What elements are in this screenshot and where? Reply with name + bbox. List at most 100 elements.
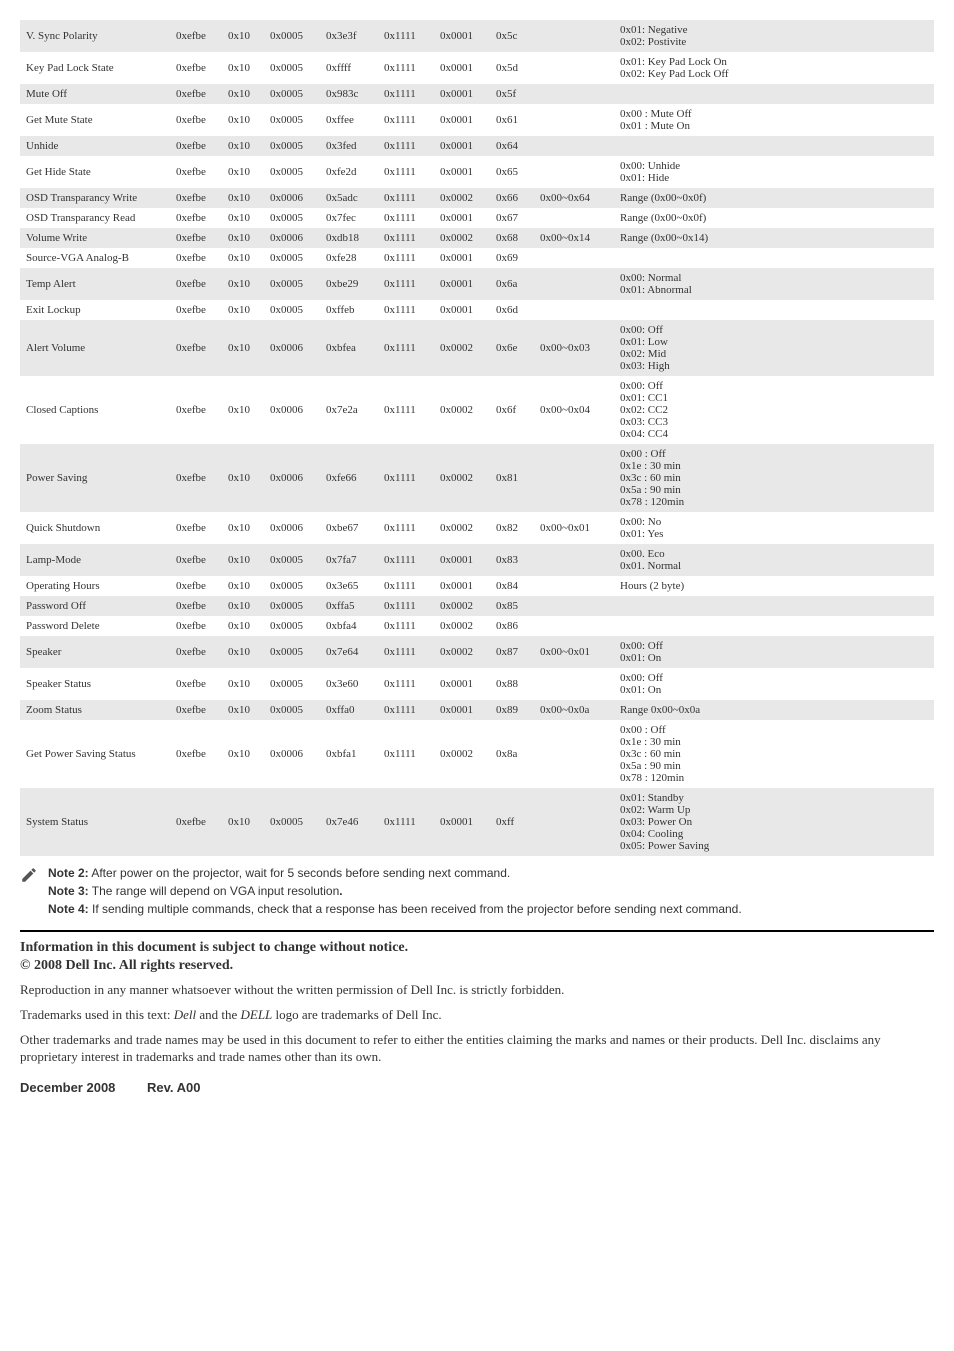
table-cell: Get Mute State (20, 104, 170, 136)
table-cell: 0x0001 (434, 700, 490, 720)
table-cell: 0x00 : Off0x1e : 30 min0x3c : 60 min0x5a… (614, 720, 934, 788)
table-cell: 0x1111 (378, 700, 434, 720)
table-cell: 0x1111 (378, 136, 434, 156)
table-row: Alert Volume0xefbe0x100x00060xbfea0x1111… (20, 320, 934, 376)
table-cell (534, 668, 614, 700)
table-cell: 0x89 (490, 700, 534, 720)
table-cell (534, 596, 614, 616)
table-cell: 0x10 (222, 136, 264, 156)
table-cell: 0xefbe (170, 596, 222, 616)
table-cell: 0x5adc (320, 188, 378, 208)
table-cell: 0x0006 (264, 376, 320, 444)
copyright-line: © 2008 Dell Inc. All rights reserved. (20, 958, 934, 974)
table-cell: V. Sync Polarity (20, 20, 170, 52)
table-cell: Quick Shutdown (20, 512, 170, 544)
table-row: Mute Off0xefbe0x100x00050x983c0x11110x00… (20, 84, 934, 104)
table-cell: 0x0005 (264, 268, 320, 300)
table-cell: 0xbfea (320, 320, 378, 376)
table-cell: 0xff (490, 788, 534, 856)
table-cell: 0x1111 (378, 208, 434, 228)
table-cell: 0x00~0x14 (534, 228, 614, 248)
table-cell: 0x1111 (378, 444, 434, 512)
table-cell: 0x81 (490, 444, 534, 512)
footer: December 2008 Rev. A00 (20, 1080, 934, 1095)
table-cell: 0xefbe (170, 544, 222, 576)
table-cell: 0x0001 (434, 248, 490, 268)
table-cell: 0x0005 (264, 544, 320, 576)
table-cell: Get Hide State (20, 156, 170, 188)
table-cell: 0x1111 (378, 636, 434, 668)
table-cell: 0xffff (320, 52, 378, 84)
table-cell: Get Power Saving Status (20, 720, 170, 788)
table-row: OSD Transparancy Read0xefbe0x100x00050x7… (20, 208, 934, 228)
table-cell: 0x88 (490, 668, 534, 700)
table-cell: 0x00~0x04 (534, 376, 614, 444)
table-row: V. Sync Polarity0xefbe0x100x00050x3e3f0x… (20, 20, 934, 52)
table-cell: 0x10 (222, 20, 264, 52)
table-cell: 0xbe29 (320, 268, 378, 300)
other-trademarks-text: Other trademarks and trade names may be … (20, 1032, 934, 1066)
table-cell (534, 300, 614, 320)
table-cell: 0xefbe (170, 228, 222, 248)
table-cell: 0xefbe (170, 300, 222, 320)
table-cell (614, 616, 934, 636)
table-cell: 0x87 (490, 636, 534, 668)
table-cell: 0x0001 (434, 544, 490, 576)
table-row: Speaker Status0xefbe0x100x00050x3e600x11… (20, 668, 934, 700)
table-cell: 0x0005 (264, 136, 320, 156)
table-cell: 0x10 (222, 208, 264, 228)
pencil-icon (20, 866, 38, 884)
table-cell (534, 248, 614, 268)
table-cell: 0x983c (320, 84, 378, 104)
table-cell: 0x0001 (434, 52, 490, 84)
table-row: Get Power Saving Status0xefbe0x100x00060… (20, 720, 934, 788)
table-cell: Key Pad Lock State (20, 52, 170, 84)
table-cell: 0xefbe (170, 136, 222, 156)
table-cell: 0x0002 (434, 376, 490, 444)
table-cell: 0x00: No0x01: Yes (614, 512, 934, 544)
table-cell: 0xefbe (170, 700, 222, 720)
table-cell: 0xefbe (170, 104, 222, 136)
table-cell: 0x1111 (378, 248, 434, 268)
table-cell (614, 300, 934, 320)
table-cell (614, 136, 934, 156)
command-table: V. Sync Polarity0xefbe0x100x00050x3e3f0x… (20, 20, 934, 856)
table-cell (534, 156, 614, 188)
table-cell: 0x0001 (434, 300, 490, 320)
table-cell: 0x0005 (264, 20, 320, 52)
table-cell: Exit Lockup (20, 300, 170, 320)
table-cell: 0xefbe (170, 20, 222, 52)
table-cell: 0x0001 (434, 788, 490, 856)
table-row: Quick Shutdown0xefbe0x100x00060xbe670x11… (20, 512, 934, 544)
table-cell: 0x3e65 (320, 576, 378, 596)
table-cell: 0x0002 (434, 320, 490, 376)
table-row: Closed Captions0xefbe0x100x00060x7e2a0x1… (20, 376, 934, 444)
table-row: Zoom Status0xefbe0x100x00050xffa00x11110… (20, 700, 934, 720)
table-cell: 0x3e60 (320, 668, 378, 700)
table-row: Source-VGA Analog-B0xefbe0x100x00050xfe2… (20, 248, 934, 268)
table-cell: System Status (20, 788, 170, 856)
table-cell: 0x1111 (378, 20, 434, 52)
table-cell: 0x01: Key Pad Lock On0x02: Key Pad Lock … (614, 52, 934, 84)
table-cell: Operating Hours (20, 576, 170, 596)
table-cell: OSD Transparancy Read (20, 208, 170, 228)
reproduction-text: Reproduction in any manner whatsoever wi… (20, 982, 934, 999)
table-cell: 0x0001 (434, 668, 490, 700)
table-cell: 0x67 (490, 208, 534, 228)
table-cell: 0x6a (490, 268, 534, 300)
table-cell: 0x68 (490, 228, 534, 248)
table-cell (534, 52, 614, 84)
table-cell: 0x1111 (378, 720, 434, 788)
table-cell: 0x0002 (434, 512, 490, 544)
table-cell: 0xbfa4 (320, 616, 378, 636)
table-cell: 0x10 (222, 320, 264, 376)
table-row: Password Delete0xefbe0x100x00050xbfa40x1… (20, 616, 934, 636)
table-cell (534, 444, 614, 512)
table-cell: 0x1111 (378, 52, 434, 84)
table-cell: 0x10 (222, 156, 264, 188)
table-row: OSD Transparancy Write0xefbe0x100x00060x… (20, 188, 934, 208)
table-cell: 0xffee (320, 104, 378, 136)
table-cell: 0xfe2d (320, 156, 378, 188)
table-cell: 0x0001 (434, 20, 490, 52)
table-cell (534, 720, 614, 788)
